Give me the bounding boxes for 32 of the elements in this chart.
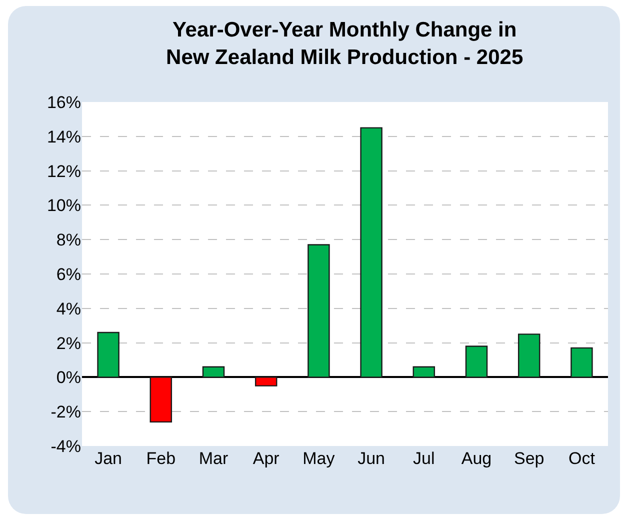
x-tick-label: Oct: [568, 449, 596, 468]
x-tick-label: May: [302, 449, 336, 468]
bar: [570, 347, 593, 378]
y-tick-label: 12%: [46, 162, 81, 181]
x-tick-label: Aug: [461, 449, 492, 468]
x-tick-label: Sep: [514, 449, 544, 468]
x-tick-label: Mar: [198, 449, 228, 468]
y-tick-label: -2%: [50, 402, 81, 422]
y-tick-label: 6%: [56, 264, 81, 284]
y-tick-label: 16%: [46, 92, 81, 112]
x-tick-label: Jan: [94, 449, 122, 468]
y-tick-label: 2%: [56, 334, 81, 353]
x-tick-label: Apr: [252, 449, 280, 468]
bar: [150, 376, 172, 423]
bar: [202, 366, 225, 378]
y-tick-label: 8%: [56, 230, 81, 250]
y-tick-label: 10%: [46, 196, 81, 216]
bar: [254, 376, 278, 386]
bar: [518, 334, 540, 378]
x-tick-label: Jun: [358, 449, 386, 468]
bar: [308, 244, 330, 378]
bar: [412, 366, 436, 378]
y-tick-label: -4%: [50, 436, 81, 456]
bar: [97, 332, 120, 378]
y-tick-label: 4%: [56, 299, 81, 318]
y-tick-label: 14%: [46, 127, 81, 146]
chart-title: Year-Over-Year Monthly Change in New Zealand Milk Production - 2025: [166, 18, 524, 69]
bar: [360, 127, 382, 378]
x-tick-label: Jul: [413, 449, 435, 468]
bar: [465, 346, 488, 378]
y-tick-label: 0%: [56, 368, 81, 388]
x-tick-label: Feb: [146, 449, 176, 468]
